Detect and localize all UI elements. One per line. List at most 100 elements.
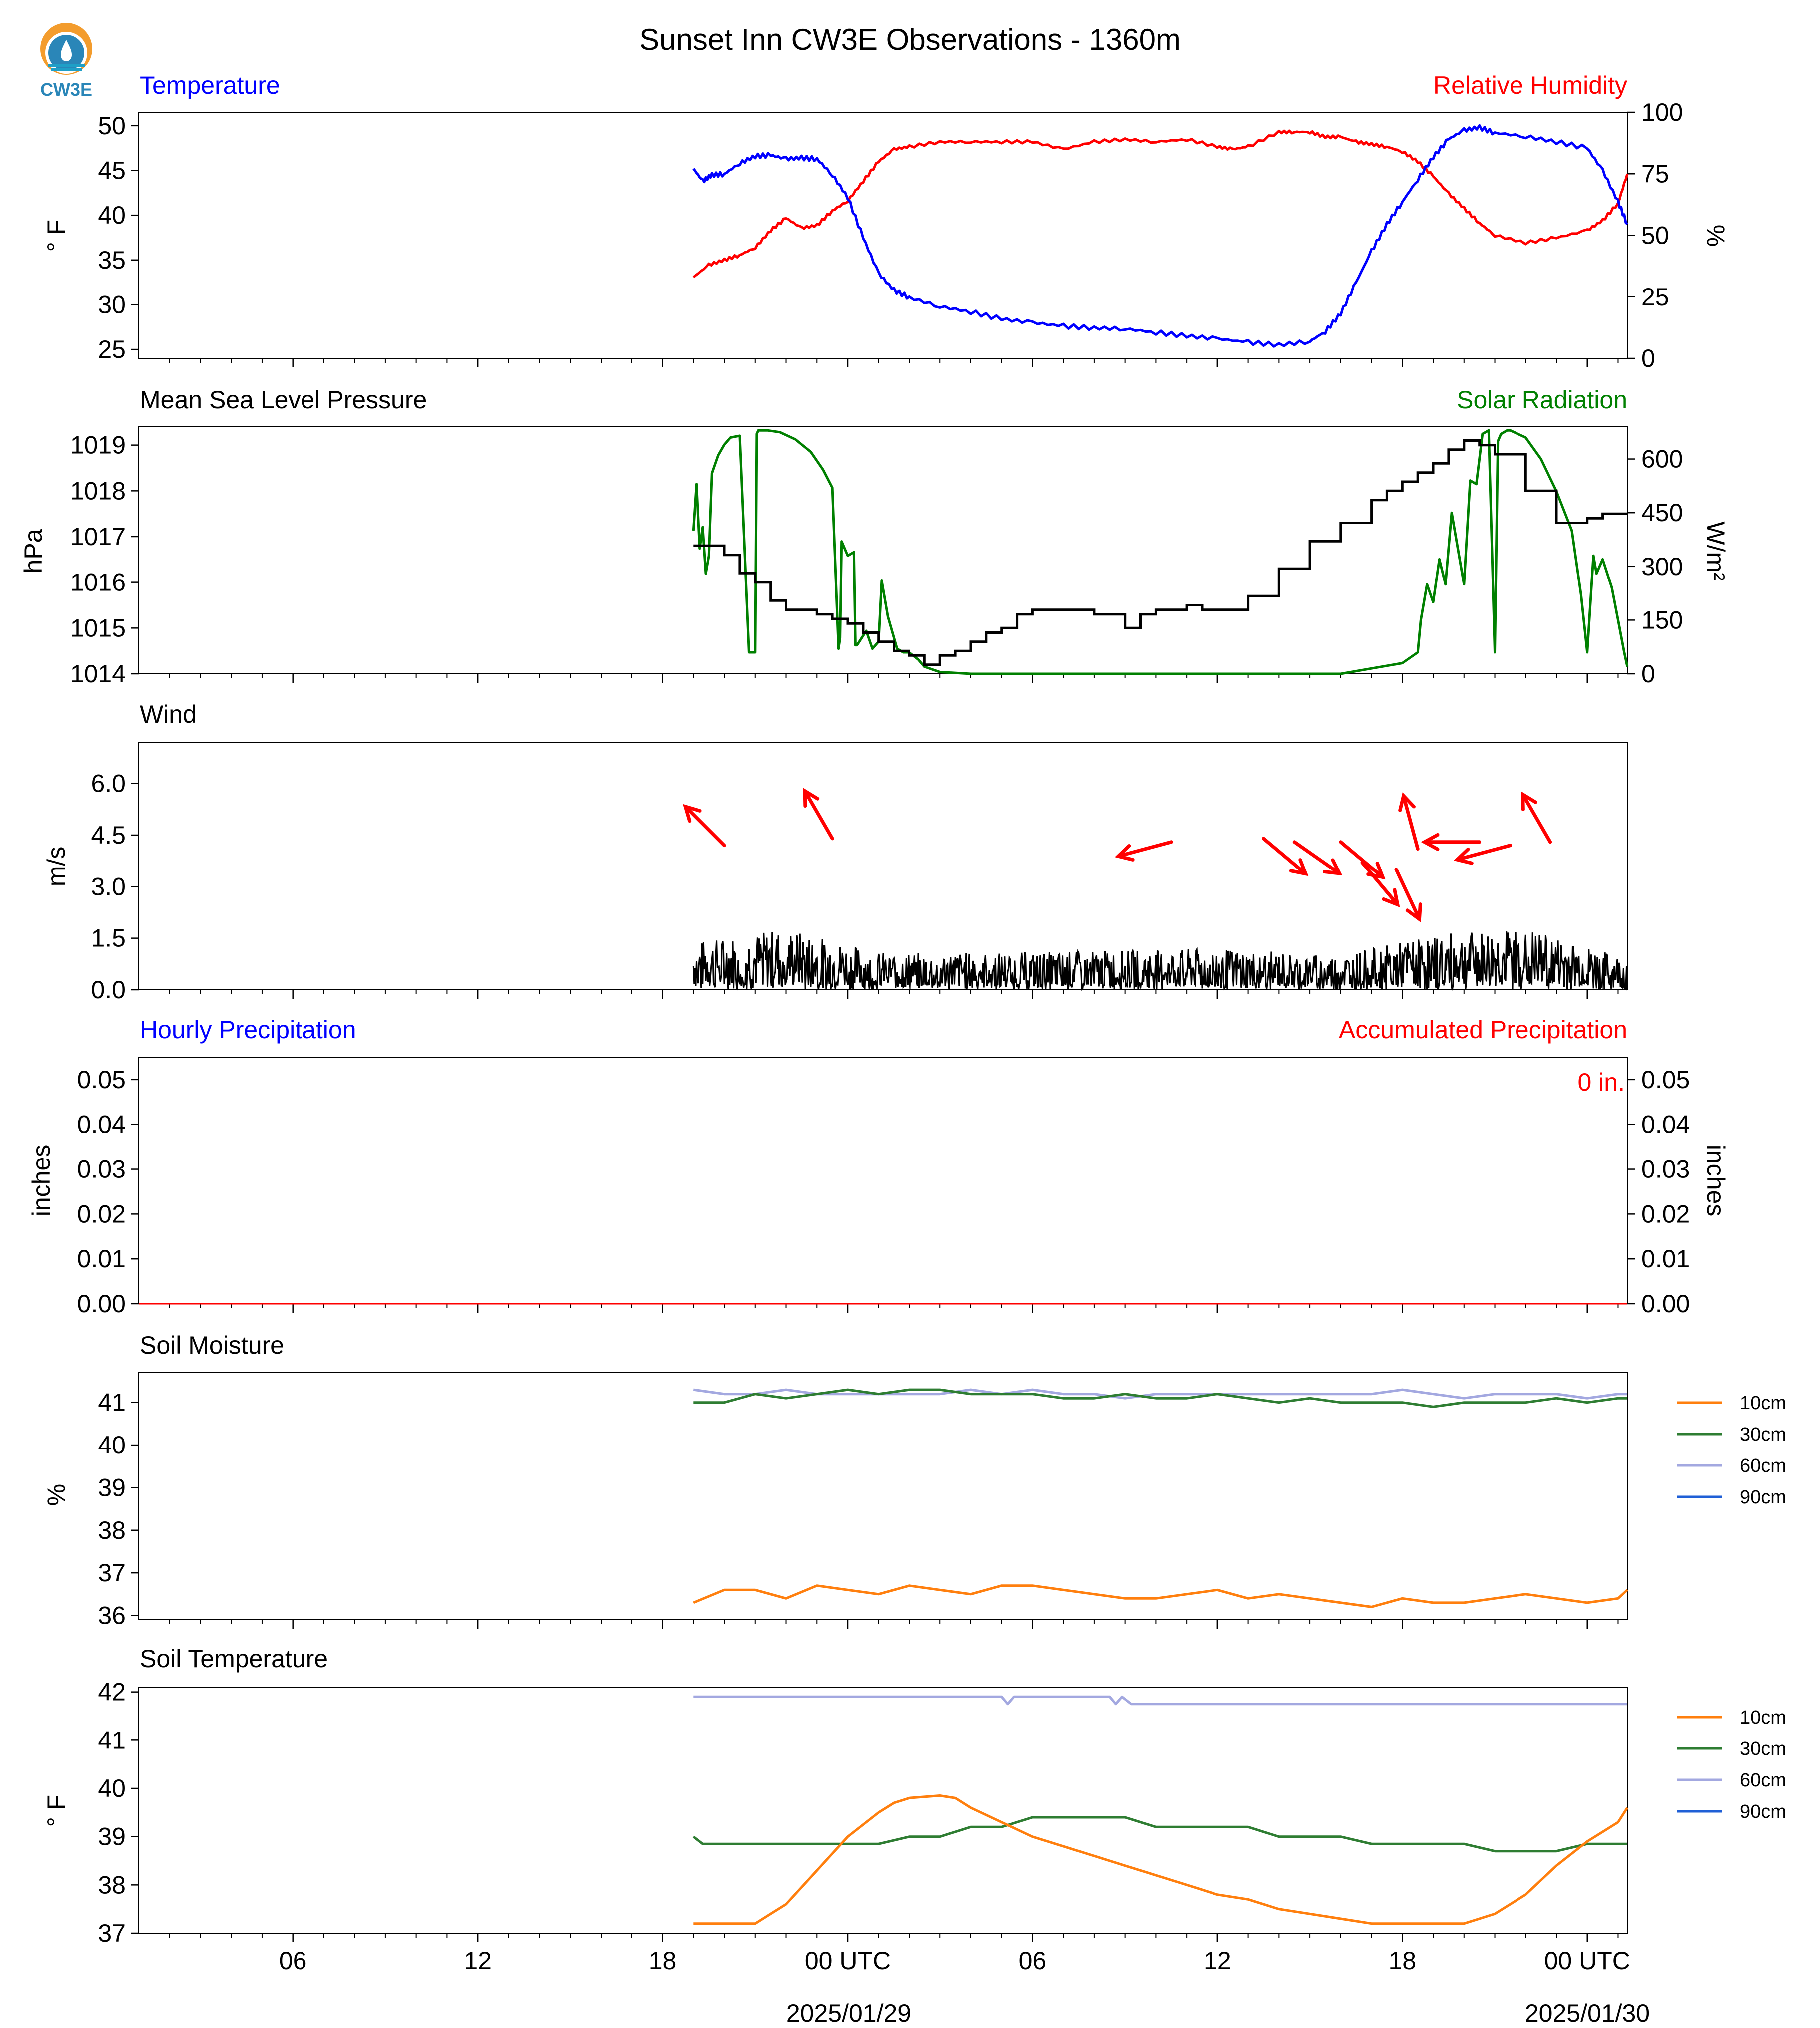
wind-arrow — [1114, 840, 1173, 862]
y-tick-label: 50 — [98, 112, 126, 140]
y-tick-label: 39 — [98, 1473, 126, 1501]
y-tick-label: 1014 — [70, 660, 126, 688]
y-tick-label: 41 — [98, 1726, 126, 1754]
wind-arrow-head — [1382, 888, 1400, 907]
plot-frame — [138, 1057, 1628, 1304]
x-tick-label: 12 — [464, 1947, 492, 1975]
plot-frame — [138, 112, 1628, 359]
wind-arrow-head — [1405, 902, 1422, 923]
accum-precip-title: Accumulated Precipitation — [1339, 1016, 1627, 1044]
wind-title: Wind — [140, 700, 197, 728]
y-tick-label: 37 — [98, 1919, 126, 1947]
pressure-panel: Mean Sea Level Pressure Solar Radiation … — [19, 386, 1730, 688]
solar-title: Solar Radiation — [1457, 386, 1627, 414]
soil-30cm-line — [692, 1816, 1627, 1853]
wind-arrow-head — [1114, 844, 1135, 862]
wind-arrow-head — [1289, 858, 1309, 876]
y-tick-label: 30 — [98, 290, 126, 318]
y-tick-label-right: 0.02 — [1641, 1200, 1690, 1228]
y-tick-label: 42 — [98, 1678, 126, 1706]
x-tick-label: 18 — [649, 1947, 677, 1975]
humidity-ylabel: % — [1702, 225, 1730, 247]
wind-ylabel: m/s — [42, 847, 70, 887]
accum-precip-annotation: 0 in. — [1577, 1068, 1625, 1096]
y-tick-label-right: 600 — [1641, 445, 1683, 473]
pressure-line — [693, 439, 1627, 666]
wind-speed-line — [692, 931, 1628, 991]
wind-arrow — [803, 788, 834, 841]
pressure-ylabel: hPa — [19, 529, 47, 573]
y-tick-label: 3.0 — [91, 872, 126, 900]
soil-temperature-ylabel: ° F — [42, 1795, 70, 1827]
wind-arrow — [1360, 861, 1400, 907]
wind-arrow-shaft — [1455, 844, 1512, 862]
wind-arrow — [1454, 844, 1512, 865]
soil-temperature-panel: Soil Temperature ° F 06 12 18 00 UTC 06 12 18 0… — [42, 1645, 1786, 1975]
y-tick-label-right: 150 — [1641, 606, 1683, 634]
y-tick-label-right: 0.03 — [1641, 1156, 1690, 1183]
wind-arrow-shaft — [1360, 861, 1400, 906]
y-tick-label: 1017 — [70, 523, 126, 551]
y-tick-label-right: 100 — [1641, 98, 1683, 126]
legend-label: 90cm — [1740, 1487, 1786, 1508]
y-tick-label: 1.5 — [91, 924, 126, 952]
wind-arrow-shaft — [1402, 794, 1420, 851]
chart-title: Sunset Inn CW3E Observations - 1360m — [639, 23, 1181, 56]
legend-label: 10cm — [1740, 1393, 1786, 1414]
y-tick-label-right: 0 — [1641, 344, 1655, 372]
temperature-line — [692, 124, 1628, 348]
y-tick-label-right: 0 — [1641, 660, 1655, 688]
y-tick-label-right: 0.01 — [1641, 1245, 1690, 1273]
wind-arrow — [683, 804, 726, 848]
legend-label: 60cm — [1740, 1770, 1786, 1791]
date-label-1: 2025/01/29 — [786, 1999, 911, 2027]
soil-10cm-line — [693, 1794, 1629, 1925]
y-tick-label: 40 — [98, 1431, 126, 1459]
y-tick-label-right: 75 — [1641, 160, 1669, 188]
plot-frame — [138, 742, 1628, 990]
date-label-2: 2025/01/30 — [1525, 1999, 1650, 2027]
logo-text: CW3E — [40, 79, 92, 100]
y-tick-label: 25 — [98, 335, 126, 363]
wind-arrow-shaft — [683, 805, 726, 848]
y-tick-label: 0.05 — [77, 1066, 126, 1094]
y-tick-label: 37 — [98, 1559, 126, 1587]
y-tick-label: 0.01 — [77, 1245, 126, 1273]
soil-moisture-title: Soil Moisture — [140, 1331, 284, 1359]
y-tick-label-right: 0.00 — [1641, 1290, 1690, 1318]
soil-60cm-line — [693, 1388, 1627, 1400]
x-tick-label: 06 — [279, 1947, 307, 1975]
legend-label: 60cm — [1740, 1455, 1786, 1476]
wind-arrow-head — [1521, 791, 1537, 812]
wind-arrow-shaft — [803, 789, 834, 841]
y-tick-label: 38 — [98, 1516, 126, 1544]
y-tick-label-right: 50 — [1641, 222, 1669, 250]
y-tick-label-right: 25 — [1641, 283, 1669, 311]
x-tick-label: 18 — [1388, 1947, 1416, 1975]
y-tick-label: 0.00 — [77, 1290, 126, 1318]
wind-arrow-shaft — [1116, 840, 1173, 858]
y-tick-label: 0.03 — [77, 1156, 126, 1183]
y-tick-label: 35 — [98, 246, 126, 274]
cw3e-logo: CW3E — [34, 18, 99, 103]
solar-ylabel: W/m² — [1702, 521, 1730, 580]
soil-moisture-panel: Soil Moisture % 36 37 38 39 40 41 10cm 30cm 60cm… — [42, 1331, 1786, 1629]
temperature-ylabel: ° F — [42, 220, 70, 252]
wind-arrow-head — [1323, 858, 1343, 876]
wind-arrow-head — [1454, 847, 1474, 865]
y-tick-label: 38 — [98, 1871, 126, 1899]
plot-frame — [138, 1372, 1628, 1620]
wind-arrow-shaft — [1521, 793, 1552, 844]
wind-arrow-shaft — [1261, 837, 1308, 876]
wind-arrow-head — [1398, 792, 1416, 812]
temperature-title: Temperature — [140, 71, 280, 99]
wind-arrow — [1394, 868, 1422, 923]
wind-arrow-shaft — [1292, 840, 1341, 875]
y-tick-label: 39 — [98, 1823, 126, 1851]
legend-label: 30cm — [1740, 1424, 1786, 1445]
y-tick-label: 40 — [98, 1774, 126, 1802]
y-tick-label: 0.04 — [77, 1111, 126, 1139]
humidity-line — [692, 129, 1629, 279]
y-tick-label: 41 — [98, 1389, 126, 1417]
